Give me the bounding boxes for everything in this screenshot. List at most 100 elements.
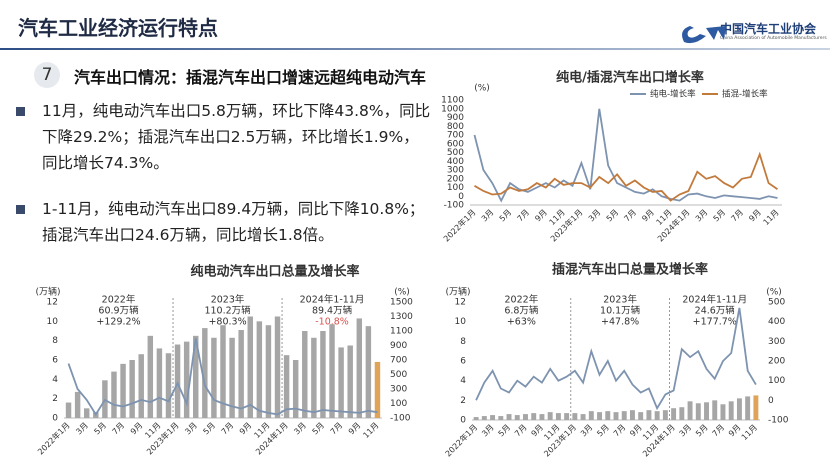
bar bbox=[564, 413, 570, 420]
bar bbox=[638, 412, 644, 420]
y-tick-label: 10 bbox=[47, 317, 59, 327]
y-tick-label: 900 bbox=[447, 113, 464, 123]
bar bbox=[605, 411, 611, 420]
line bbox=[474, 151, 779, 202]
bar bbox=[481, 416, 487, 420]
y-axis-unit: (万辆) bbox=[445, 286, 470, 298]
x-tick-label: 7月 bbox=[612, 423, 628, 439]
bar bbox=[654, 411, 660, 420]
annotation: +47.8% bbox=[601, 317, 639, 328]
bar bbox=[65, 402, 72, 418]
annotation: 10.1万辆 bbox=[600, 305, 641, 317]
bar bbox=[120, 363, 126, 418]
x-tick-label: 11月 bbox=[762, 208, 781, 227]
y2-tick-label: 300 bbox=[390, 385, 407, 395]
y2-tick-label: 100 bbox=[390, 399, 407, 409]
bar bbox=[283, 355, 290, 418]
x-tick-label: 5月 bbox=[712, 208, 728, 224]
x-tick-label: 11月 bbox=[361, 421, 380, 440]
y-tick-label: 200 bbox=[447, 174, 464, 184]
bar bbox=[597, 412, 603, 420]
bar bbox=[506, 414, 512, 420]
x-tick-label: 7月 bbox=[329, 421, 345, 437]
bar bbox=[338, 347, 344, 418]
bar bbox=[745, 396, 751, 420]
bar bbox=[356, 318, 363, 418]
y-tick-label: 1000 bbox=[441, 104, 464, 114]
x-tick-label: 3月 bbox=[480, 208, 496, 224]
bar bbox=[74, 391, 81, 418]
annotation: +63% bbox=[507, 317, 536, 328]
x-tick-label: 5月 bbox=[595, 423, 611, 439]
bar bbox=[320, 331, 326, 418]
x-tick-label: 3月 bbox=[183, 421, 199, 437]
x-tick-label: 2022年1月 bbox=[35, 420, 71, 456]
y-tick-label: -100 bbox=[444, 201, 465, 211]
x-tick-label: 7月 bbox=[711, 423, 727, 439]
y-tick-label: 4 bbox=[52, 375, 58, 385]
bar bbox=[202, 328, 208, 418]
bar bbox=[311, 337, 317, 418]
bar bbox=[256, 321, 263, 418]
y-axis-unit: (%) bbox=[474, 84, 490, 94]
bar bbox=[704, 402, 709, 420]
line bbox=[475, 307, 757, 411]
x-tick-label: 7月 bbox=[220, 421, 236, 437]
annotation: 2024年1-11月 bbox=[682, 294, 747, 306]
annotation: 60.9万辆 bbox=[98, 305, 139, 317]
bar bbox=[183, 341, 190, 418]
x-tick-label: 3月 bbox=[480, 423, 496, 439]
x-tick-label: 9月 bbox=[129, 421, 145, 437]
annotation: 2023年 bbox=[211, 294, 245, 306]
chart-title: 纯电动汽车出口总量及增长率 bbox=[190, 264, 359, 280]
y-tick-label: 12 bbox=[47, 298, 58, 308]
annotation: 110.2万辆 bbox=[204, 305, 251, 317]
bar bbox=[247, 316, 253, 418]
y2-tick-label: 700 bbox=[390, 356, 407, 366]
y-tick-label: 600 bbox=[447, 139, 464, 149]
header-rule bbox=[0, 48, 830, 50]
annotation: +129.2% bbox=[96, 317, 140, 328]
y-tick-label: 12 bbox=[455, 298, 466, 308]
bar bbox=[613, 412, 619, 420]
y2-tick-label: 400 bbox=[768, 317, 785, 327]
y-tick-label: 6 bbox=[460, 357, 466, 367]
y2-tick-label: 100 bbox=[768, 376, 785, 386]
annotation: 2024年1-11月 bbox=[300, 294, 365, 306]
bar bbox=[211, 337, 217, 418]
bar bbox=[588, 411, 594, 420]
x-tick-label: 3月 bbox=[587, 208, 603, 224]
y2-tick-label: 0 bbox=[768, 396, 774, 406]
bar bbox=[687, 401, 693, 420]
y2-tick-label: 1100 bbox=[390, 327, 413, 337]
org-name: 中国汽车工业协会 bbox=[720, 22, 817, 36]
x-tick-label: 5月 bbox=[605, 208, 621, 224]
bar bbox=[302, 331, 308, 418]
bar bbox=[555, 413, 561, 420]
logo bbox=[682, 26, 726, 44]
x-tick-label: 7月 bbox=[622, 208, 638, 224]
bar bbox=[365, 326, 372, 418]
x-tick-label: 3月 bbox=[579, 423, 595, 439]
y-tick-label: 1100 bbox=[441, 96, 464, 106]
bar bbox=[539, 414, 545, 420]
y2-tick-label: 300 bbox=[768, 337, 785, 347]
line bbox=[473, 108, 778, 203]
x-tick-label: 5月 bbox=[92, 421, 108, 437]
org-name-en: China Association of Automobile Manufact… bbox=[720, 36, 827, 41]
y-tick-label: 0 bbox=[458, 192, 464, 202]
y2-tick-label: 1300 bbox=[390, 312, 413, 322]
bar bbox=[220, 325, 226, 418]
y2-tick-label: 200 bbox=[768, 357, 785, 367]
bar bbox=[712, 400, 718, 420]
section-heading: 汽车出口情况：插混汽车出口增速远超纯电动汽车 bbox=[74, 68, 427, 87]
x-tick-label: 9月 bbox=[347, 421, 363, 437]
annotation: 6.8万辆 bbox=[504, 305, 539, 317]
y-tick-label: 700 bbox=[447, 131, 464, 141]
chart-title: 纯电/插混汽车出口增长率 bbox=[556, 70, 704, 86]
y-tick-label: 500 bbox=[447, 148, 464, 158]
x-tick-label: 11月 bbox=[740, 423, 759, 442]
legend-label: 纯电-增长率 bbox=[650, 89, 696, 100]
annotation: 2022年 bbox=[102, 294, 136, 306]
